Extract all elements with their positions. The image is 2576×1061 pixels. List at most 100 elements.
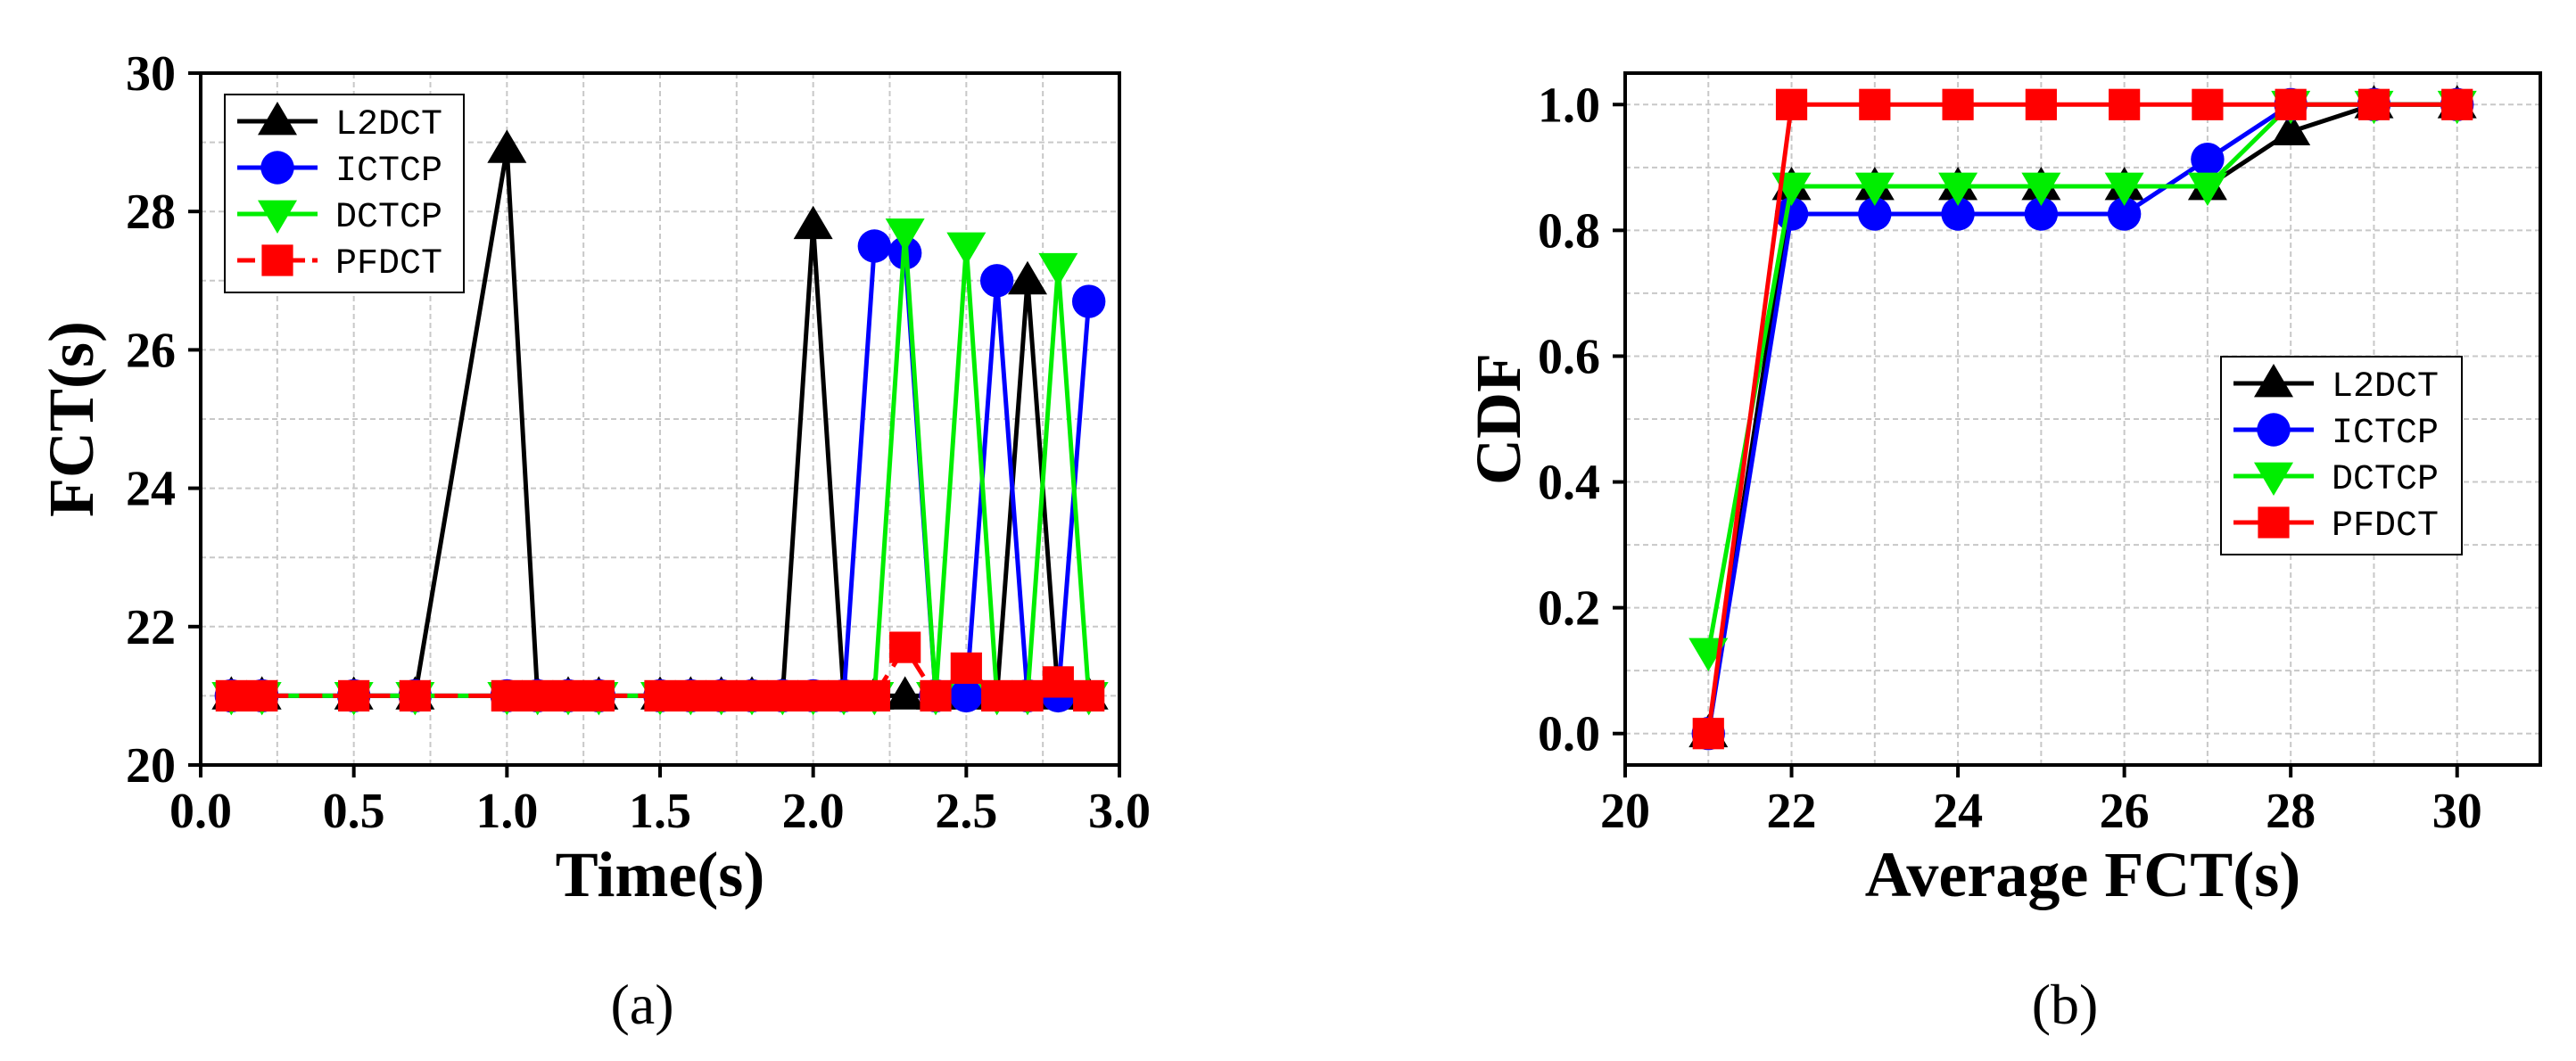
data-point <box>2275 88 2307 120</box>
x-axis-title: Time(s) <box>556 839 765 910</box>
x-tick-label: 1.5 <box>629 784 691 839</box>
y-tick-label: 22 <box>126 600 176 655</box>
legend-label: PFDCT <box>335 244 442 284</box>
data-point <box>2024 197 2059 231</box>
data-point <box>979 264 1014 298</box>
y-tick-label: 20 <box>126 738 176 794</box>
legend-marker <box>258 200 297 234</box>
data-point <box>2107 197 2142 231</box>
data-point <box>857 229 892 263</box>
legend-label: DCTCP <box>335 198 442 238</box>
data-point <box>215 679 247 711</box>
data-point <box>949 679 984 713</box>
data-point <box>246 679 278 711</box>
data-point <box>706 679 738 711</box>
legend-label: DCTCP <box>2332 460 2439 500</box>
series-pfdct <box>215 631 1105 711</box>
legend-marker <box>261 244 293 276</box>
chart-a: 0.0 0.5 1.0 1.5 2.0 2.5 3.0 20 22 24 26 28 30 Time(s)… <box>36 46 1151 1036</box>
data-point <box>1071 284 1106 318</box>
data-point <box>950 652 982 684</box>
y-tick-label: 1.0 <box>1538 78 1600 133</box>
data-point <box>797 679 830 711</box>
data-point <box>1038 252 1078 287</box>
legend-marker <box>2254 462 2293 496</box>
legend-marker <box>2257 413 2291 447</box>
y-axis-title: CDF <box>1463 353 1534 485</box>
x-tick-label: 30 <box>2432 784 2482 839</box>
y-tick-label: 0.0 <box>1538 707 1600 762</box>
y-axis-title: FCT(s) <box>36 321 107 517</box>
data-point <box>981 679 1013 711</box>
series-pfdct <box>1692 88 2473 750</box>
data-point <box>885 218 925 252</box>
y-tick-label: 26 <box>126 323 176 378</box>
data-point <box>2191 142 2225 177</box>
y-tick-label: 24 <box>126 462 176 517</box>
data-point <box>399 679 431 711</box>
legend: L2DCT ICTCP DCTCP PFDCT <box>224 94 465 293</box>
y-tick-label: 0.8 <box>1538 203 1600 259</box>
data-point <box>674 679 706 711</box>
x-tick-label: 26 <box>2100 784 2150 839</box>
data-point <box>487 129 527 163</box>
data-point <box>338 679 370 711</box>
data-point <box>946 232 987 266</box>
legend-marker <box>2254 364 2293 398</box>
x-tick-label: 3.0 <box>1088 784 1151 839</box>
data-point <box>2025 88 2057 120</box>
data-point <box>1858 197 1892 231</box>
x-tick-label: 0.5 <box>323 784 385 839</box>
panel-caption: (a) <box>610 973 673 1036</box>
x-tick-label: 2.5 <box>935 784 997 839</box>
data-point <box>2109 88 2141 120</box>
data-point <box>885 676 925 710</box>
y-tick-label: 30 <box>126 46 176 102</box>
data-point <box>858 679 890 711</box>
data-point <box>1073 679 1105 711</box>
legend-label: ICTCP <box>2332 414 2439 454</box>
data-point <box>2192 88 2224 120</box>
data-point <box>1942 88 1974 120</box>
data-point <box>889 631 921 663</box>
x-axis-title: Average FCT(s) <box>1865 839 2301 910</box>
data-point <box>1775 88 1808 120</box>
data-point <box>2021 172 2061 206</box>
legend-label: L2DCT <box>335 105 442 145</box>
data-point <box>1938 172 1978 206</box>
y-tick-label: 0.4 <box>1538 456 1600 511</box>
data-point <box>828 679 860 711</box>
data-point <box>491 679 523 711</box>
data-point <box>2441 88 2473 120</box>
legend-marker <box>2258 506 2290 539</box>
data-point <box>2357 88 2390 120</box>
data-point <box>1941 197 1975 231</box>
x-tick-label: 24 <box>1933 784 1983 839</box>
data-point <box>644 679 676 711</box>
x-tick-label: 2.0 <box>782 784 845 839</box>
data-point <box>736 679 768 711</box>
y-tick-label: 0.6 <box>1538 329 1600 384</box>
data-point <box>1692 718 1724 750</box>
panel-caption: (b) <box>2032 973 2099 1036</box>
legend-label: PFDCT <box>2332 506 2439 547</box>
y-tick-label: 28 <box>126 185 176 240</box>
data-point <box>2187 172 2227 206</box>
data-point <box>920 679 952 711</box>
x-tick-label: 22 <box>1767 784 1817 839</box>
data-point <box>1859 88 1891 120</box>
series-line <box>1705 102 2457 735</box>
chart-b: 20 22 24 26 28 30 0.0 0.2 0.4 0.6 0.8 1.0 Average FC… <box>1463 71 2542 1036</box>
x-tick-label: 1.0 <box>475 784 538 839</box>
data-point <box>1011 679 1044 711</box>
x-tick-label: 20 <box>1600 784 1650 839</box>
x-tick-label: 28 <box>2266 784 2316 839</box>
legend-label: ICTCP <box>335 152 442 192</box>
y-tick-label: 0.2 <box>1538 581 1600 637</box>
data-point <box>1042 666 1074 698</box>
data-point <box>766 679 798 711</box>
data-point <box>1854 172 1895 206</box>
plot-frame <box>1623 71 2542 767</box>
data-point <box>2104 172 2144 206</box>
legend: L2DCT ICTCP DCTCP PFDCT <box>2220 356 2463 555</box>
